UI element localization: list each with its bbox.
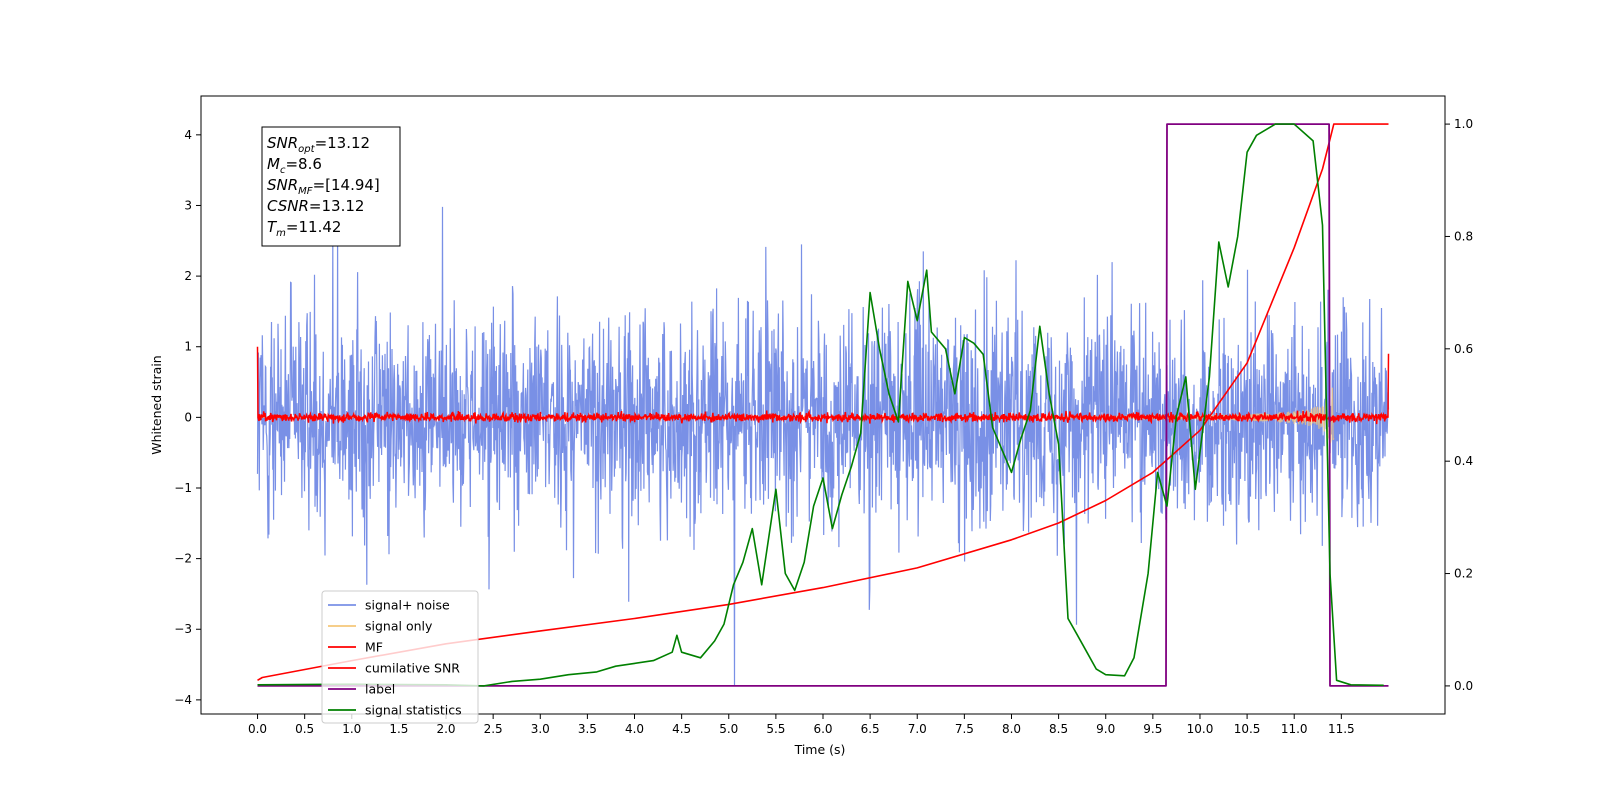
x-axis-title: Time (s) xyxy=(794,742,846,757)
y-axis-title: Whitened strain xyxy=(149,355,164,454)
info-line: SNRMF=[14.94] xyxy=(267,176,380,197)
y-tick-label: −4 xyxy=(174,693,192,707)
info-value: =11.42 xyxy=(286,218,342,236)
info-box: SNRopt=13.12Mc=8.6SNRMF=[14.94]CSNR=13.1… xyxy=(261,126,401,247)
y-tick-label: −3 xyxy=(174,622,192,636)
y-tick-label: −1 xyxy=(174,481,192,495)
y-axis-left: 4 3 2 1 0 −1 −2 −3 −4 xyxy=(174,128,201,707)
info-value: =13.12 xyxy=(315,134,371,152)
info-value: =8.6 xyxy=(285,155,321,173)
info-value: =13.12 xyxy=(309,197,365,215)
info-symbol: SNR xyxy=(267,134,298,152)
x-tick-label: 3.0 xyxy=(531,722,550,736)
x-tick-label: 5.5 xyxy=(766,722,785,736)
info-line: SNRopt=13.12 xyxy=(267,134,370,155)
x-tick-label: 2.0 xyxy=(436,722,455,736)
legend-label: MF xyxy=(365,640,383,655)
legend-frame xyxy=(321,590,479,724)
info-symbol: T xyxy=(267,218,278,236)
info-symbol: SNR xyxy=(267,176,298,194)
y2-tick-label: 0.4 xyxy=(1454,454,1473,468)
x-tick-label: 10.5 xyxy=(1234,722,1261,736)
x-tick-label: 11.5 xyxy=(1328,722,1355,736)
series-mf xyxy=(256,346,1390,425)
x-tick-label: 3.5 xyxy=(578,722,597,736)
x-tick-label: 4.5 xyxy=(672,722,691,736)
y-tick-label: 0 xyxy=(184,410,192,424)
series-signal-statistics xyxy=(257,123,1384,687)
info-symbol: M xyxy=(267,155,280,173)
info-subscript: m xyxy=(276,228,286,239)
y-tick-label: 2 xyxy=(184,269,192,283)
x-tick-label: 5.0 xyxy=(719,722,738,736)
x-tick-label: 6.5 xyxy=(861,722,880,736)
x-tick-label: 9.5 xyxy=(1143,722,1162,736)
x-tick-label: 4.0 xyxy=(625,722,644,736)
x-tick-label: 1.5 xyxy=(389,722,408,736)
y-axis-right: 1.0 0.8 0.6 0.4 0.2 0.0 xyxy=(1445,117,1473,693)
y-tick-label: 1 xyxy=(184,340,192,354)
y2-tick-label: 0.2 xyxy=(1454,567,1473,581)
x-tick-label: 6.0 xyxy=(813,722,832,736)
x-tick-label: 7.5 xyxy=(955,722,974,736)
y2-tick-label: 0.6 xyxy=(1454,342,1473,356)
y-tick-label: −2 xyxy=(174,552,192,566)
legend-label: signal+ noise xyxy=(365,598,450,613)
x-tick-label: 10.0 xyxy=(1187,722,1214,736)
y-tick-label: 4 xyxy=(184,128,192,142)
series-label xyxy=(257,123,1389,687)
x-tick-label: 8.5 xyxy=(1049,722,1068,736)
x-tick-label: 8.0 xyxy=(1002,722,1021,736)
legend: signal+ noise signal only MF cumilative SNR… xyxy=(321,590,479,724)
y2-tick-label: 0.0 xyxy=(1454,679,1473,693)
info-line: CSNR=13.12 xyxy=(267,197,364,215)
info-box-frame xyxy=(261,126,401,247)
y-tick-label: 3 xyxy=(184,198,192,212)
x-tick-label: 11.0 xyxy=(1281,722,1308,736)
x-tick-label: 2.5 xyxy=(484,722,503,736)
x-tick-label: 9.0 xyxy=(1096,722,1115,736)
info-line: Mc=8.6 xyxy=(267,155,322,176)
info-subscript: opt xyxy=(298,144,315,155)
legend-label: cumilative SNR xyxy=(365,661,460,676)
y2-tick-label: 0.8 xyxy=(1454,229,1473,243)
series-signal-noise xyxy=(256,206,1390,686)
x-tick-label: 0.5 xyxy=(295,722,314,736)
info-subscript: c xyxy=(280,165,286,176)
info-subscript: MF xyxy=(298,186,313,197)
info-line: Tm=11.42 xyxy=(267,218,341,239)
legend-label: label xyxy=(365,682,395,697)
x-tick-label: 0.0 xyxy=(248,722,267,736)
x-tick-label: 7.0 xyxy=(908,722,927,736)
x-axis: 0.0 0.5 1.0 1.5 2.0 2.5 3.0 3.5 4.0 4.5 5.0 5.5 6.0 6… xyxy=(248,714,1355,736)
info-symbol: CSNR xyxy=(267,197,309,215)
y2-tick-label: 1.0 xyxy=(1454,117,1473,131)
info-value: =[14.94] xyxy=(313,176,380,194)
legend-label: signal only xyxy=(365,619,433,634)
x-tick-label: 1.0 xyxy=(342,722,361,736)
legend-label: signal statistics xyxy=(365,703,462,718)
